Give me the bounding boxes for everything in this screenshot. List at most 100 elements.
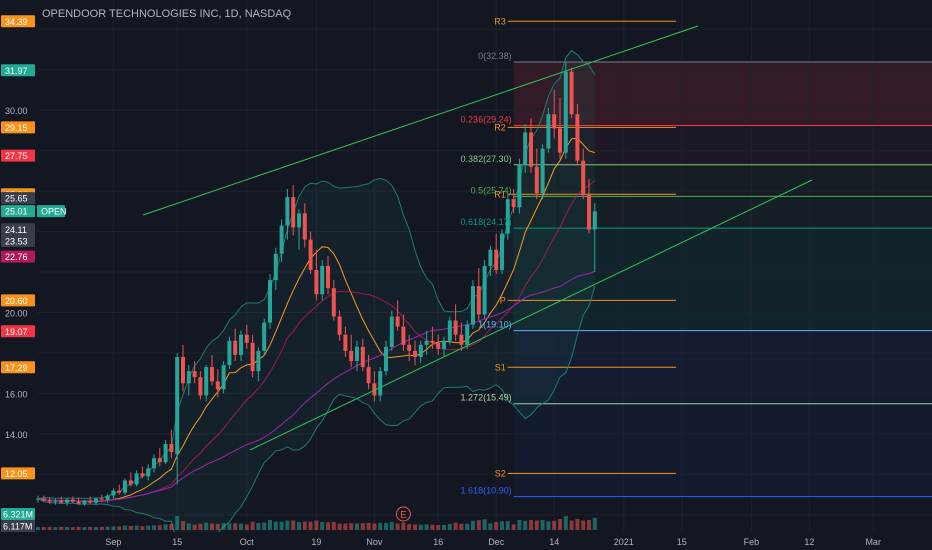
price-tag-label: 25.65 — [5, 194, 28, 204]
fib-level-label: 0.618(24.17) — [461, 217, 512, 227]
volume-bar — [529, 519, 533, 530]
candle-body — [256, 350, 261, 372]
volume-bar — [592, 517, 597, 530]
pivot-level-label: R3 — [494, 16, 506, 26]
candle-body — [175, 356, 180, 455]
candle-body — [581, 160, 586, 196]
price-tag: 20.60 — [1, 294, 35, 307]
price-tag-label: 12.05 — [5, 469, 28, 479]
candle-body — [343, 334, 348, 351]
price-tag: 22.76 — [1, 250, 35, 263]
price-tag-label: 29.15 — [5, 123, 28, 133]
candle-body — [349, 350, 354, 362]
volume-bar — [198, 523, 203, 530]
candle-body — [285, 197, 290, 226]
volume-bar — [349, 523, 354, 530]
chart-title: OPENDOOR TECHNOLOGIES INC, 1D, NASDAQ — [42, 8, 292, 20]
volume-bar — [424, 524, 429, 530]
price-tag: 34.39 — [1, 15, 35, 28]
candle-body — [192, 371, 197, 378]
volume-bar — [587, 519, 591, 530]
volume-bar — [291, 520, 296, 530]
candle-body — [384, 346, 388, 372]
volume-bar — [82, 527, 87, 530]
price-tag-box — [1, 121, 35, 134]
candle-body — [308, 239, 313, 270]
y-tick-label: 20.00 — [5, 308, 28, 318]
volume-bar — [175, 516, 180, 530]
price-tag-label: 19.07 — [5, 327, 28, 337]
volume-bar — [517, 519, 522, 530]
volume-bar — [523, 520, 528, 530]
price-axis[interactable] — [0, 0, 36, 550]
candle-body — [146, 468, 151, 477]
fib-zone — [513, 403, 932, 497]
earnings-marker: E — [395, 506, 411, 522]
price-tag-box — [1, 325, 35, 338]
candle-body — [221, 365, 226, 390]
volume-bar — [123, 525, 127, 530]
volume-bar — [401, 522, 406, 530]
price-tag-label: 25.01 — [5, 207, 28, 217]
volume-bar — [546, 521, 551, 530]
time-axis[interactable] — [0, 532, 932, 550]
candle-body — [430, 340, 435, 343]
candle-body — [494, 249, 499, 270]
candle-body — [546, 114, 551, 149]
candle-body — [592, 211, 597, 230]
volume-axis-tag-label: 6.117M — [3, 522, 32, 532]
candle-body — [53, 500, 58, 502]
candle-body — [59, 500, 64, 503]
candle-body — [169, 443, 174, 453]
x-tick-label: Oct — [240, 537, 255, 547]
price-tag-label: 34.39 — [5, 17, 28, 27]
price-tag-label: 24.11 — [5, 225, 27, 235]
volume-bar — [552, 520, 557, 530]
volume-bar — [244, 524, 249, 530]
candle-body — [360, 346, 365, 368]
x-tick-label: Sep — [105, 537, 121, 547]
volume-bar — [331, 522, 336, 530]
volume-bar — [395, 523, 400, 530]
volume-bar — [500, 521, 504, 530]
volume-bar — [163, 524, 168, 530]
candle-body — [476, 286, 481, 315]
price-tag-box — [1, 64, 35, 77]
candle-body — [395, 316, 400, 327]
candle-body — [99, 498, 104, 500]
volume-bar — [88, 526, 93, 530]
pivot-level-label: S1 — [495, 362, 506, 372]
pivot-level-label: R1 — [494, 189, 506, 199]
volume-bar — [233, 523, 238, 530]
price-tag: 23.53 — [1, 235, 35, 248]
candle-body — [239, 334, 243, 355]
volume-bar — [453, 522, 458, 530]
candle-body — [552, 114, 557, 129]
volume-bar — [413, 524, 417, 530]
candle-body — [134, 473, 139, 485]
candle-body — [233, 340, 238, 355]
candle-body — [569, 71, 574, 115]
price-tag-box — [1, 15, 35, 28]
candle-body — [355, 346, 359, 362]
volume-bar — [488, 523, 493, 530]
channel-upper-line — [142, 25, 699, 216]
candle-body — [500, 233, 504, 270]
volume-bar — [297, 522, 301, 530]
candle-body — [320, 265, 325, 295]
candle-body — [453, 320, 458, 335]
fib-zone — [513, 228, 932, 331]
volume-bar — [442, 525, 446, 530]
price-tag: 31.97 — [1, 64, 35, 77]
price-tag: 17.29 — [1, 361, 35, 374]
earnings-marker-label: E — [400, 510, 407, 521]
price-tag: 24.11 — [1, 223, 35, 236]
candle-body — [401, 326, 406, 345]
price-tag: 27.75 — [1, 149, 35, 162]
candle-body — [65, 499, 69, 503]
volume-bar — [558, 519, 562, 530]
x-tick-label: 15 — [172, 537, 182, 547]
x-tick-label: Feb — [744, 537, 760, 547]
